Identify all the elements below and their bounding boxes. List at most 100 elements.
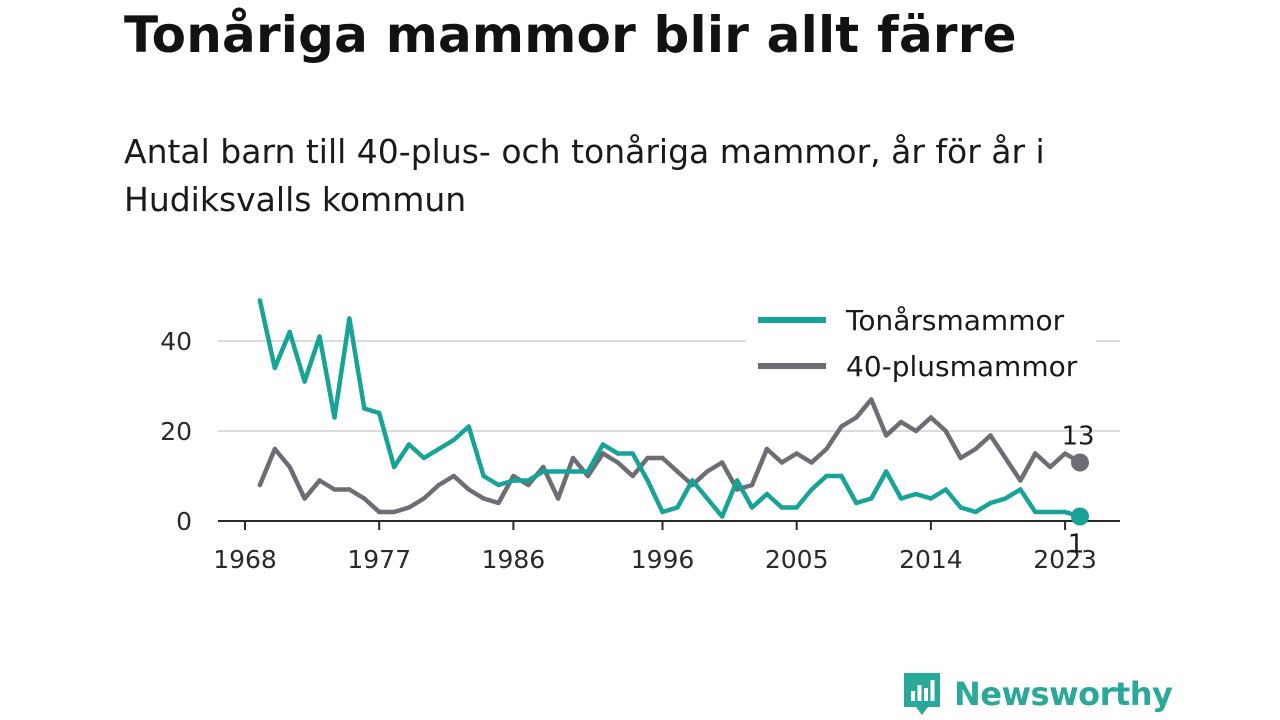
data-point-tonarsmammor bbox=[362, 406, 367, 411]
data-point-fortyplus bbox=[1062, 451, 1068, 456]
data-point-tonarsmammor bbox=[600, 442, 606, 447]
data-point-fortyplus bbox=[1003, 455, 1008, 461]
legend-label-tonarsmammor: Tonårsmammor bbox=[845, 304, 1065, 337]
data-point-tonarsmammor bbox=[973, 509, 978, 515]
data-point-tonarsmammor bbox=[332, 415, 337, 420]
data-point-tonarsmammor bbox=[391, 464, 397, 470]
data-point-fortyplus bbox=[257, 482, 263, 488]
data-point-fortyplus bbox=[898, 419, 904, 425]
x-tick-label: 1986 bbox=[482, 545, 546, 574]
data-point-tonarsmammor bbox=[585, 469, 591, 474]
data-point-fortyplus bbox=[376, 509, 382, 515]
data-point-fortyplus bbox=[317, 478, 322, 483]
end-marker-fortyplus bbox=[1071, 453, 1089, 472]
data-point-tonarsmammor bbox=[839, 473, 844, 479]
data-point-tonarsmammor bbox=[958, 505, 963, 510]
data-point-fortyplus bbox=[630, 473, 635, 479]
data-point-tonarsmammor bbox=[645, 478, 650, 483]
data-point-tonarsmammor bbox=[779, 505, 784, 510]
data-point-fortyplus bbox=[839, 424, 844, 429]
data-point-fortyplus bbox=[779, 460, 784, 465]
x-tick-label: 1968 bbox=[213, 545, 277, 574]
data-point-fortyplus bbox=[1018, 478, 1023, 483]
data-point-tonarsmammor bbox=[1047, 509, 1053, 515]
data-point-tonarsmammor bbox=[1033, 509, 1038, 515]
data-point-tonarsmammor bbox=[660, 509, 665, 515]
series-line-tonarsmammor bbox=[257, 298, 1083, 519]
data-point-tonarsmammor bbox=[824, 473, 829, 479]
y-tick-label: 40 bbox=[160, 327, 192, 356]
data-point-tonarsmammor bbox=[511, 478, 516, 483]
legend-label-fortyplus: 40-plusmammor bbox=[846, 350, 1078, 383]
data-point-tonarsmammor bbox=[913, 491, 919, 497]
data-point-fortyplus bbox=[913, 428, 919, 434]
data-point-tonarsmammor bbox=[421, 455, 427, 461]
data-point-fortyplus bbox=[809, 460, 814, 465]
data-point-fortyplus bbox=[466, 487, 471, 492]
data-point-fortyplus bbox=[764, 446, 770, 452]
data-point-tonarsmammor bbox=[690, 478, 695, 483]
data-point-tonarsmammor bbox=[496, 482, 501, 488]
data-point-tonarsmammor bbox=[302, 379, 307, 384]
data-point-fortyplus bbox=[451, 473, 456, 479]
data-point-fortyplus bbox=[660, 455, 665, 461]
data-point-fortyplus bbox=[1033, 451, 1038, 456]
data-point-fortyplus bbox=[481, 496, 486, 501]
data-point-tonarsmammor bbox=[376, 410, 382, 416]
data-point-fortyplus bbox=[421, 496, 427, 501]
end-label-fortyplus: 13 bbox=[1061, 422, 1094, 452]
series-lines bbox=[257, 298, 1083, 519]
data-point-fortyplus bbox=[406, 505, 412, 510]
data-point-tonarsmammor bbox=[541, 469, 546, 474]
x-axis-ticks: 1968 1977 1986 1996 2005 2014 2023 bbox=[213, 521, 1097, 574]
data-point-fortyplus bbox=[854, 415, 859, 420]
x-tick-label: 2023 bbox=[1033, 545, 1097, 574]
data-point-tonarsmammor bbox=[615, 451, 620, 456]
data-point-tonarsmammor bbox=[555, 469, 561, 474]
series-line-fortyplus bbox=[257, 397, 1083, 515]
data-point-tonarsmammor bbox=[436, 446, 442, 452]
data-point-tonarsmammor bbox=[1003, 496, 1008, 501]
data-point-tonarsmammor bbox=[854, 500, 859, 506]
data-point-fortyplus bbox=[973, 446, 978, 452]
data-point-fortyplus bbox=[719, 460, 725, 465]
end-markers: 13 1 bbox=[1061, 422, 1094, 560]
x-tick-label: 1996 bbox=[631, 545, 695, 574]
data-point-tonarsmammor bbox=[347, 316, 352, 321]
y-tick-label: 0 bbox=[176, 507, 192, 536]
data-point-fortyplus bbox=[511, 473, 516, 479]
data-point-fortyplus bbox=[391, 509, 397, 515]
newsworthy-logo: Newsworthy bbox=[902, 671, 1173, 717]
data-point-tonarsmammor bbox=[749, 505, 755, 510]
data-point-tonarsmammor bbox=[272, 365, 278, 371]
data-point-tonarsmammor bbox=[466, 424, 471, 429]
data-point-tonarsmammor bbox=[943, 487, 949, 492]
data-point-fortyplus bbox=[272, 446, 278, 452]
data-point-fortyplus bbox=[645, 455, 650, 461]
data-point-fortyplus bbox=[585, 473, 591, 479]
data-point-fortyplus bbox=[943, 428, 949, 434]
data-point-fortyplus bbox=[615, 460, 620, 465]
data-point-fortyplus bbox=[794, 451, 799, 456]
data-point-fortyplus bbox=[436, 482, 442, 488]
data-point-tonarsmammor bbox=[481, 473, 486, 479]
chart-subtitle: Antal barn till 40-plus- och tonåriga ma… bbox=[124, 132, 1045, 219]
data-point-tonarsmammor bbox=[287, 329, 292, 335]
legend: Tonårsmammor 40-plusmammor bbox=[746, 296, 1096, 390]
data-point-tonarsmammor bbox=[526, 478, 531, 483]
y-tick-label: 20 bbox=[160, 417, 192, 446]
data-point-tonarsmammor bbox=[705, 496, 710, 501]
end-label-tonarsmammor: 1 bbox=[1068, 530, 1085, 560]
x-tick-label: 2014 bbox=[899, 545, 963, 574]
data-point-fortyplus bbox=[958, 455, 963, 461]
data-point-tonarsmammor bbox=[675, 505, 680, 510]
data-point-fortyplus bbox=[496, 500, 501, 506]
data-point-tonarsmammor bbox=[898, 496, 904, 501]
data-point-fortyplus bbox=[541, 464, 546, 470]
data-point-fortyplus bbox=[988, 433, 993, 438]
newsworthy-logo-icon bbox=[904, 673, 940, 715]
legend-background bbox=[746, 296, 1096, 390]
data-point-fortyplus bbox=[883, 433, 889, 438]
data-point-fortyplus bbox=[675, 469, 680, 474]
data-point-fortyplus bbox=[869, 397, 874, 402]
